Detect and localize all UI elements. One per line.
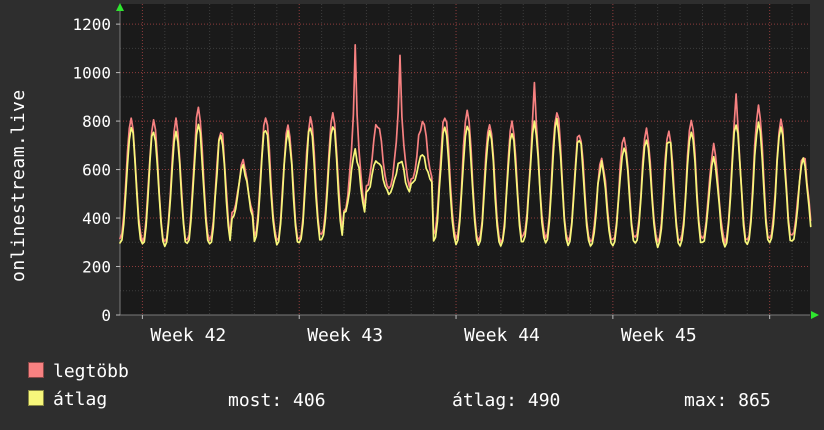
svg-text:Week 42: Week 42 [150, 325, 226, 346]
stat-atlag: átlag: 490 [452, 390, 561, 411]
stat-max: max: 865 [684, 390, 771, 411]
svg-text:Week 43: Week 43 [307, 325, 383, 346]
legend-row-atlag: átlag [28, 390, 107, 410]
svg-text:0: 0 [101, 306, 111, 325]
legend-swatch-legtobb [28, 362, 44, 378]
stat-most: most: 406 [228, 390, 326, 411]
svg-text:400: 400 [82, 209, 111, 228]
legend-label-legtobb: legtöbb [53, 361, 129, 382]
svg-text:200: 200 [82, 258, 111, 277]
legend-swatch-atlag [28, 390, 44, 406]
legend-row-legtobb: legtöbb [28, 362, 129, 382]
site-vertical-label: onlinestream.live [8, 89, 29, 282]
svg-text:1200: 1200 [72, 15, 111, 34]
svg-text:Week 45: Week 45 [621, 325, 697, 346]
svg-text:1000: 1000 [72, 64, 111, 83]
svg-text:600: 600 [82, 161, 111, 180]
legend-label-atlag: átlag [53, 389, 108, 410]
traffic-chart: 0 200 400 600 800 1000 1200 Week 42 Week 43 Week … [72, 3, 819, 346]
svg-text:800: 800 [82, 112, 111, 131]
svg-text:Week 44: Week 44 [464, 325, 540, 346]
